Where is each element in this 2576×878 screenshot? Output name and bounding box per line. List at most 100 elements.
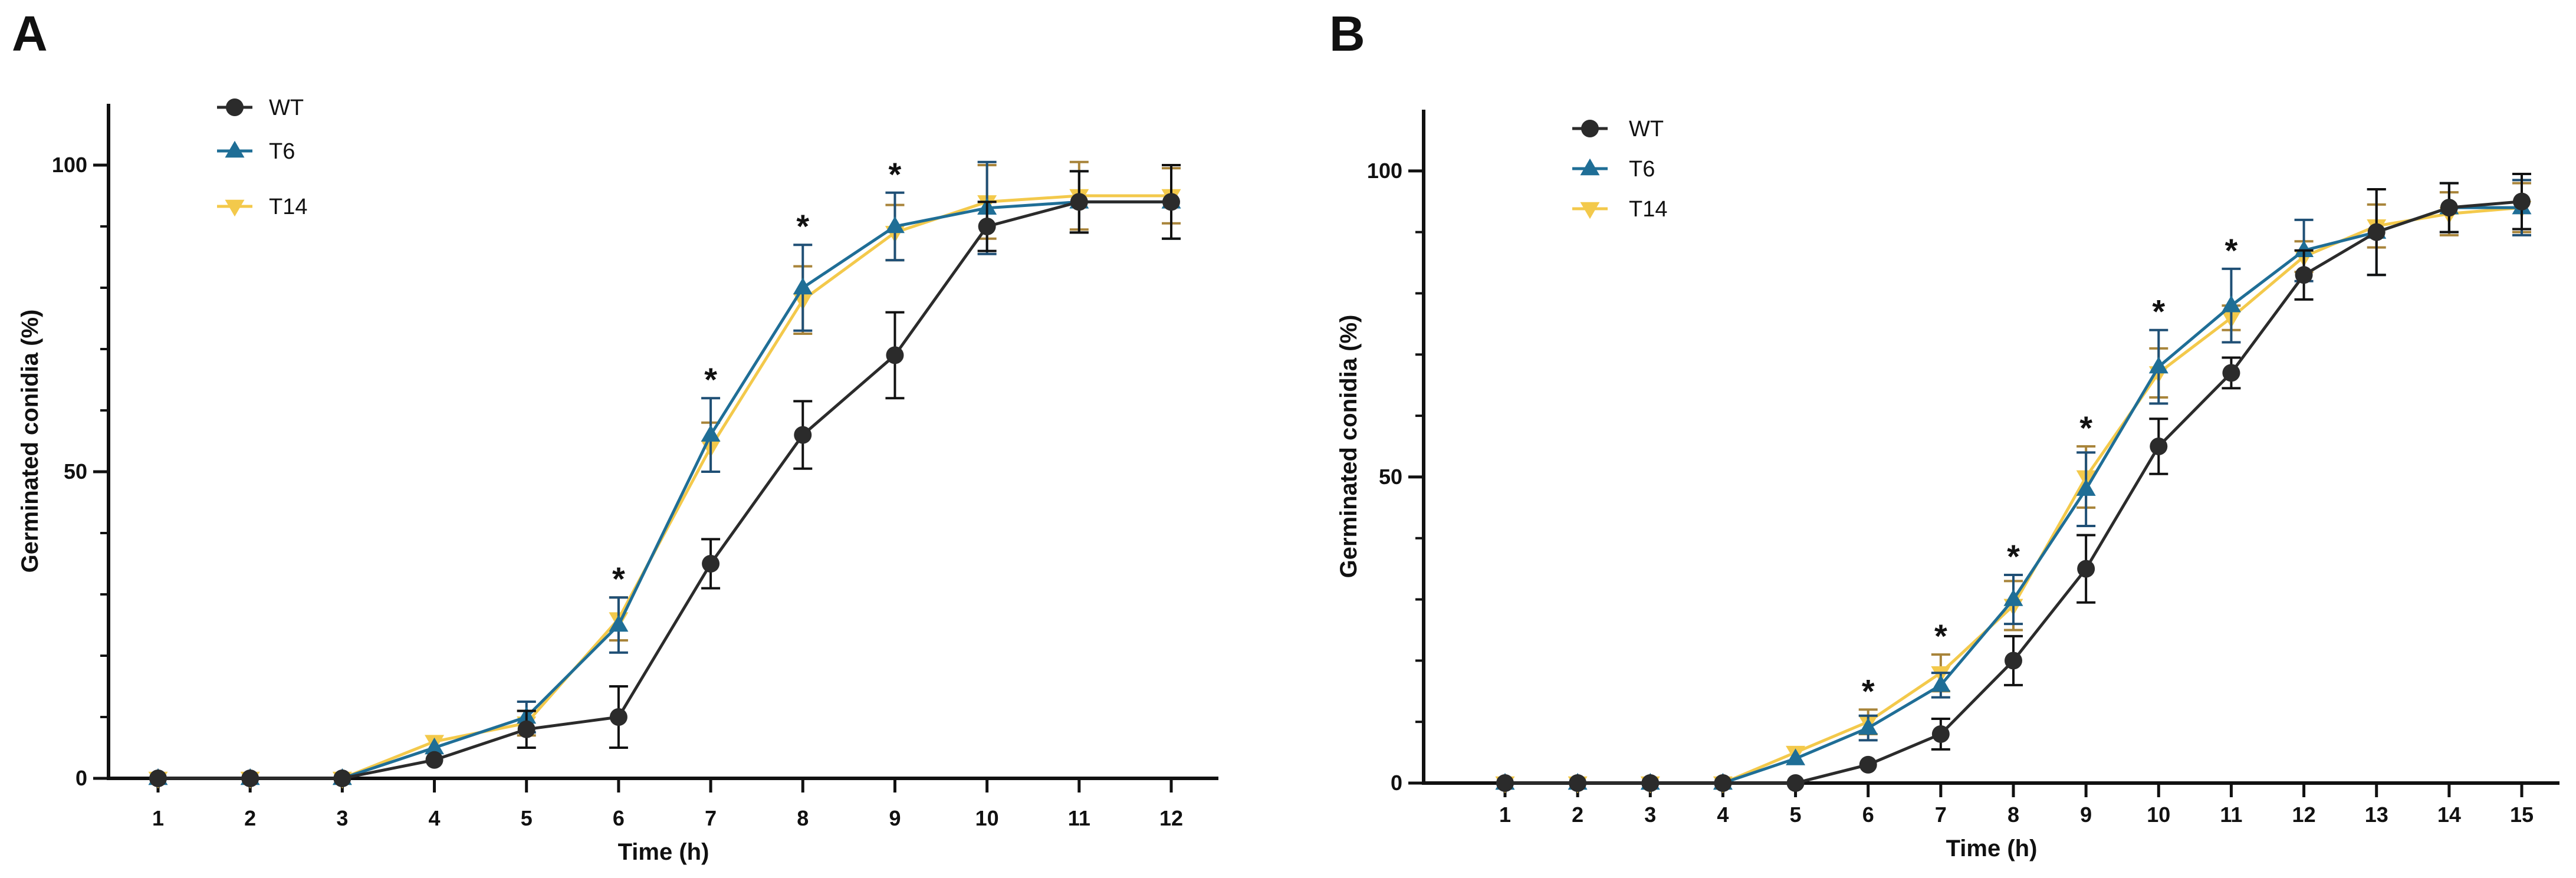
- significance-marker: *: [2225, 232, 2238, 269]
- legend-marker-wt: [1581, 120, 1599, 137]
- x-tick-label: 4: [1717, 803, 1729, 827]
- data-point-wt: [1859, 755, 1877, 774]
- data-point-wt: [2005, 652, 2022, 670]
- data-point-wt: [2222, 364, 2240, 382]
- data-point-t6: [2076, 479, 2096, 496]
- data-point-wt: [2367, 223, 2386, 241]
- x-tick-label: 8: [2007, 803, 2019, 827]
- x-tick-label: 11: [2220, 803, 2242, 827]
- data-point-wt: [702, 555, 720, 573]
- significance-marker: *: [2152, 293, 2165, 330]
- x-tick-label: 7: [705, 806, 717, 830]
- legend-label-t6: T6: [269, 139, 295, 164]
- x-tick-label: 15: [2510, 803, 2534, 827]
- data-point-t6: [425, 737, 445, 755]
- x-tick-label: 13: [2365, 803, 2388, 827]
- x-tick-label: 8: [797, 806, 809, 830]
- x-tick-label: 9: [2080, 803, 2092, 827]
- data-point-t6: [885, 216, 905, 234]
- x-tick-label: 2: [244, 806, 256, 830]
- data-point-t6: [1931, 675, 1951, 692]
- x-tick-label: 10: [975, 806, 999, 830]
- legend-marker-t14: [1580, 202, 1600, 219]
- x-tick-label: 7: [1935, 803, 1947, 827]
- x-tick-label: 14: [2437, 803, 2461, 827]
- x-tick-label: 12: [1159, 806, 1183, 830]
- data-point-t6: [2148, 356, 2168, 374]
- x-tick-label: 12: [2292, 803, 2316, 827]
- series-t14: [148, 160, 1181, 789]
- x-tick-label: 3: [336, 806, 348, 830]
- panel-label: B: [1329, 6, 1365, 61]
- y-tick-label: 100: [1367, 159, 1402, 183]
- x-axis-title: Time (h): [618, 839, 709, 865]
- legend-marker-t14: [225, 199, 245, 217]
- x-tick-label: 1: [1499, 803, 1511, 827]
- significance-marker: *: [2079, 409, 2092, 446]
- data-point-wt: [1162, 193, 1180, 211]
- x-tick-label: 4: [429, 806, 441, 830]
- y-axis-title: Germinated conidia (%): [1336, 315, 1362, 578]
- x-tick-label: 6: [613, 806, 625, 830]
- legend-label-wt: WT: [1629, 117, 1664, 142]
- x-tick-label: 5: [521, 806, 533, 830]
- legend-label-wt: WT: [269, 96, 304, 120]
- legend-label-t14: T14: [269, 195, 307, 219]
- legend: WT T6 T14: [217, 96, 307, 219]
- x-tick-label: 9: [889, 806, 901, 830]
- x-axis-title: Time (h): [1946, 836, 2038, 861]
- series-line-t14: [158, 194, 1171, 780]
- data-point-wt: [1569, 774, 1587, 792]
- data-point-wt: [333, 770, 351, 787]
- data-point-t6: [793, 277, 813, 295]
- legend: WT T6 T14: [1572, 117, 1667, 222]
- series-t6: [148, 160, 1181, 785]
- data-point-wt: [886, 346, 904, 364]
- y-tick-label: 50: [64, 459, 87, 484]
- x-tick-label: 1: [152, 806, 164, 830]
- series-wt: [149, 164, 1181, 787]
- series-line-t6: [158, 200, 1171, 780]
- data-point-wt: [2295, 266, 2313, 284]
- data-point-wt: [2440, 199, 2458, 217]
- data-point-wt: [1070, 193, 1088, 211]
- data-point-wt: [1641, 774, 1660, 792]
- data-point-t6: [2003, 589, 2023, 606]
- data-point-wt: [1931, 725, 1950, 743]
- data-point-t6: [609, 614, 629, 632]
- legend-marker-t6: [1580, 158, 1600, 176]
- significance-marker: *: [2007, 538, 2020, 575]
- x-tick-label: 6: [1862, 803, 1874, 827]
- data-point-wt: [2150, 438, 2168, 455]
- legend-label-t14: T14: [1629, 197, 1667, 222]
- y-tick-label: 0: [1391, 771, 1402, 795]
- series-line-wt: [158, 200, 1171, 780]
- data-point-wt: [794, 426, 812, 444]
- y-axis-title: Germinated conidia (%): [17, 310, 43, 573]
- panel-label: A: [12, 6, 48, 61]
- y-tick-label: 0: [75, 766, 87, 790]
- x-tick-label: 3: [1644, 803, 1656, 827]
- significance-marker: *: [704, 361, 717, 398]
- data-point-wt: [425, 751, 443, 769]
- data-point-wt: [609, 708, 627, 726]
- significance-marker: *: [1862, 672, 1875, 709]
- series-line-t14: [1505, 206, 2522, 785]
- significance-marker: *: [1934, 617, 1947, 655]
- data-point-wt: [2077, 560, 2095, 578]
- data-point-wt: [1714, 774, 1732, 792]
- significance-marker: *: [612, 560, 625, 597]
- data-point-t6: [2294, 240, 2314, 258]
- series-line-wt: [1505, 200, 2522, 785]
- data-point-t6: [701, 425, 721, 442]
- series-wt: [1496, 173, 2531, 792]
- x-tick-label: 2: [1572, 803, 1583, 827]
- data-point-wt: [149, 770, 167, 787]
- data-point-t6: [1786, 748, 1806, 765]
- significance-marker: *: [796, 208, 809, 245]
- y-tick-label: 50: [1379, 465, 1402, 489]
- y-tick-label: 100: [52, 153, 87, 177]
